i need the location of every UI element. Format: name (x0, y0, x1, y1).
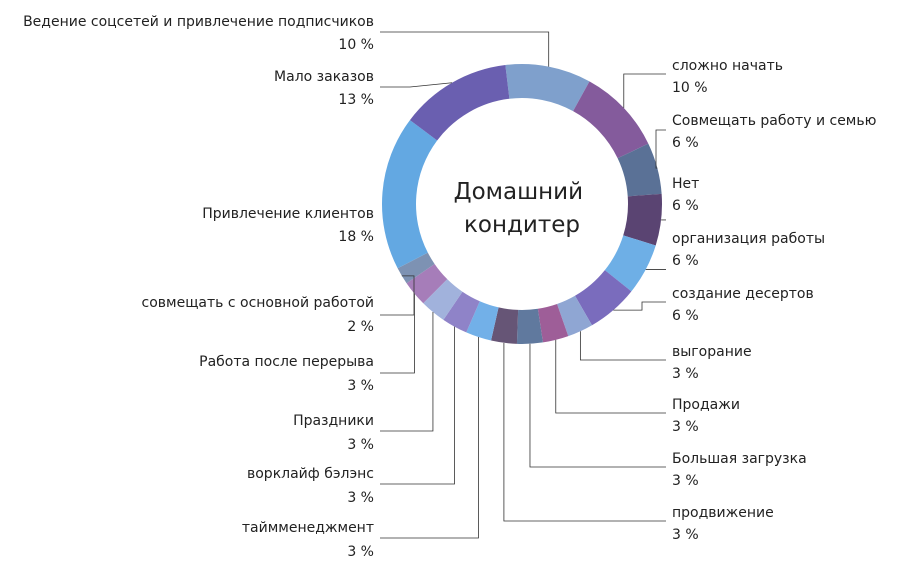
slice-label-ворклайф-бэлэнс: ворклайф бэлэнс (247, 466, 374, 482)
slice-продажи (537, 304, 569, 343)
slice-организация-работы (604, 235, 656, 292)
leader-line-ворклайф-бэлэнс (380, 326, 455, 485)
slice-label-привлечение-клиентов: Привлечение клиентов (202, 206, 374, 222)
slice-label-совмещать-с-основной-работой: совмещать с основной работой (142, 295, 374, 311)
slice-value-работа-после-перерыва: 3 % (347, 378, 374, 394)
slice-ворклайф-бэлэнс (443, 291, 480, 333)
leader-line-большая-загрузка (529, 343, 666, 468)
leader-line-работа-после-перерыва (380, 293, 415, 374)
slice-value-продажи: 3 % (672, 419, 699, 435)
slice-label-продвижение: продвижение (672, 505, 774, 521)
slice-label-выгорание: выгорание (672, 344, 752, 360)
slice-value-большая-загрузка: 3 % (672, 473, 699, 489)
slice-сложно-начать (573, 81, 649, 159)
slice-label-нет: Нет (672, 176, 699, 192)
leader-line-продвижение (503, 342, 666, 522)
slice-праздники (423, 279, 463, 320)
slice-value-сложно-начать: 10 % (672, 80, 708, 96)
slice-label-ведение-соцсетей-и-привлечение-подписчиков: Ведение соцсетей и привлечение подписчик… (23, 14, 374, 30)
donut-slices (382, 63, 663, 345)
slice-value-праздники: 3 % (347, 437, 374, 453)
slice-мало-заказов (409, 64, 510, 141)
slice-value-ворклайф-бэлэнс: 3 % (347, 490, 374, 506)
leader-line-мало-заказов (380, 82, 453, 88)
slice-label-праздники: Праздники (293, 413, 374, 429)
slice-label-создание-десертов: создание десертов (672, 286, 814, 302)
leader-line-создание-десертов (613, 301, 666, 311)
slice-labels: Ведение соцсетей и привлечение подписчик… (23, 14, 877, 560)
slice-label-продажи: Продажи (672, 397, 740, 413)
leader-line-совмещать-работу-и-семью (655, 129, 666, 169)
slice-привлечение-клиентов (382, 120, 438, 269)
slice-value-совмещать-с-основной-работой: 2 % (347, 319, 374, 335)
slice-value-таймменеджмент: 3 % (347, 544, 374, 560)
slice-label-работа-после-перерыва: Работа после перерыва (199, 354, 374, 370)
slice-продвижение (491, 307, 519, 344)
slice-создание-десертов (574, 270, 632, 326)
slice-value-создание-десертов: 6 % (672, 308, 699, 324)
slice-таймменеджмент (466, 301, 499, 341)
slice-выгорание (557, 295, 592, 337)
leader-lines (380, 31, 666, 539)
slice-большая-загрузка (516, 308, 543, 345)
slice-value-организация-работы: 6 % (672, 253, 699, 269)
slice-работа-после-перерыва (406, 263, 448, 304)
slice-value-мало-заказов: 13 % (338, 92, 374, 108)
center-label: Домашний кондитер (454, 179, 591, 238)
center-label-line-1: Домашний (454, 179, 583, 205)
slice-label-совмещать-работу-и-семью: Совмещать работу и семью (672, 113, 877, 129)
leader-line-сложно-начать (623, 73, 666, 108)
slice-label-мало-заказов: Мало заказов (274, 69, 374, 85)
slice-ведение-соцсетей-и-привлечение-подписчиков (505, 63, 590, 112)
slice-нет (623, 193, 663, 246)
leader-line-продажи (555, 339, 666, 414)
slice-value-совмещать-работу-и-семью: 6 % (672, 135, 699, 151)
slice-label-организация-работы: организация работы (672, 231, 825, 247)
leader-line-ведение-соцсетей-и-привлечение-подписчиков (380, 31, 550, 67)
slice-label-большая-загрузка: Большая загрузка (672, 451, 807, 467)
slice-value-привлечение-клиентов: 18 % (338, 229, 374, 245)
slice-label-сложно-начать: сложно начать (672, 58, 783, 74)
slice-value-выгорание: 3 % (672, 366, 699, 382)
slice-value-продвижение: 3 % (672, 527, 699, 543)
leader-line-совмещать-с-основной-работой (380, 275, 415, 316)
leader-line-выгорание (579, 331, 666, 361)
leader-line-таймменеджмент (380, 337, 479, 539)
slice-label-таймменеджмент: таймменеджмент (242, 520, 374, 536)
center-label-line-2: кондитер (464, 212, 580, 238)
slice-value-нет: 6 % (672, 198, 699, 214)
leader-line-праздники (380, 312, 434, 432)
slice-совмещать-работу-и-семью (617, 143, 662, 197)
slice-value-ведение-соцсетей-и-привлечение-подписчиков: 10 % (338, 37, 374, 53)
